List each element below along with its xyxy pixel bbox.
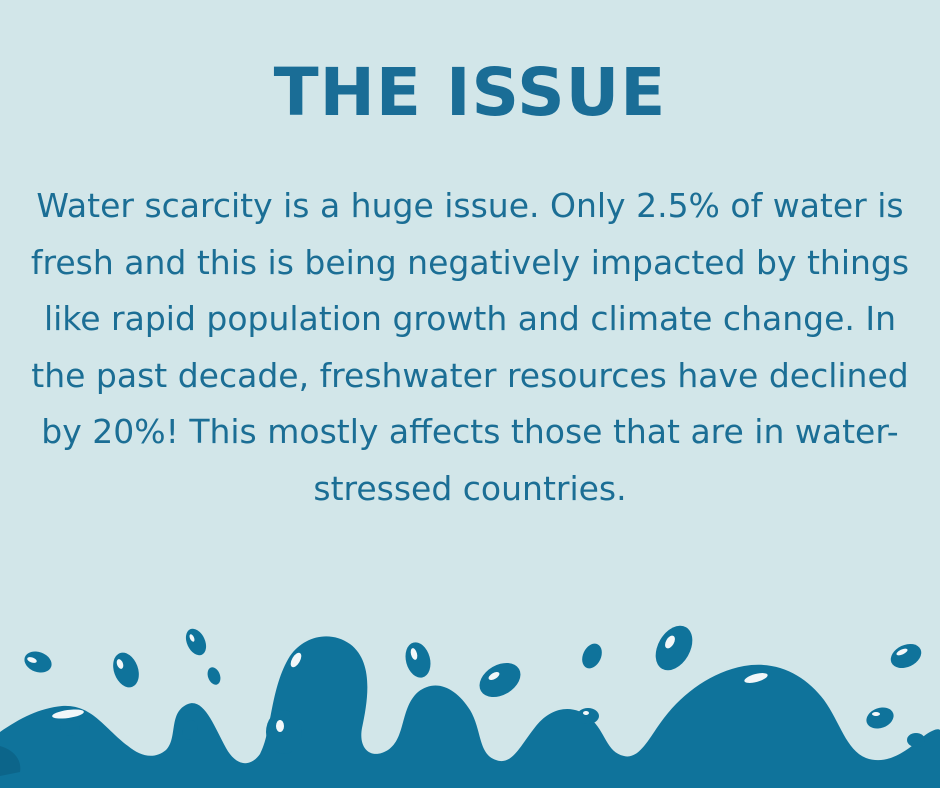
water-splash-icon <box>0 625 940 788</box>
page-title: THE ISSUE <box>273 54 667 131</box>
issue-description: Water scarcity is a huge issue. Only 2.5… <box>30 186 910 508</box>
